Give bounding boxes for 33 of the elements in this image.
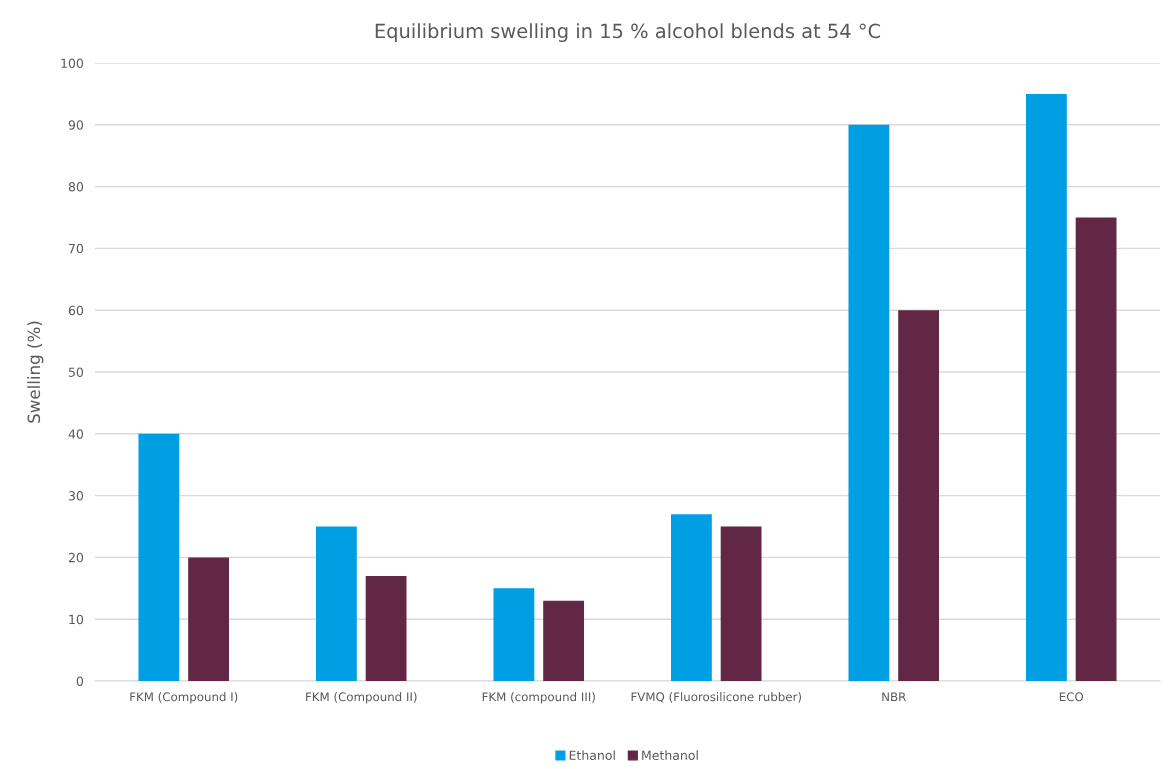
- y-tick-label: 100: [61, 58, 84, 68]
- x-tick-label: FKM (compound III): [482, 692, 595, 704]
- y-tick-label: 40: [68, 429, 84, 439]
- x-tick-label: FVMQ (Fluorosilicone rubber): [631, 692, 801, 703]
- y-tick-label: 10: [69, 614, 84, 625]
- bar: [493, 588, 535, 681]
- bar: [1075, 217, 1117, 681]
- bar: [543, 600, 585, 681]
- chart-title: Equilibrium swelling in 15 % alcohol blends at 54 °C: [375, 23, 881, 43]
- y-tick-label: 50: [68, 367, 84, 377]
- x-tick-label: FKM (Compound I): [130, 692, 238, 704]
- bar: [898, 310, 940, 681]
- x-tick-label: NBR: [882, 692, 906, 702]
- y-tick-label: 80: [68, 182, 84, 192]
- bar: [720, 526, 762, 681]
- y-tick-label: 0: [76, 676, 84, 686]
- y-axis-title: Swelling (%): [27, 321, 44, 423]
- y-tick-label: 20: [68, 552, 84, 563]
- bar: [1025, 93, 1067, 681]
- y-tick-label: 70: [69, 243, 84, 254]
- bar: [848, 124, 890, 681]
- x-tick-label: FKM (Compound II): [306, 692, 417, 704]
- bar: [670, 514, 712, 681]
- bar: [365, 575, 407, 681]
- y-tick-label: 60: [68, 305, 84, 316]
- bar: [138, 433, 180, 681]
- x-tick-label: ECO: [1059, 692, 1084, 702]
- bar: [315, 526, 357, 681]
- bar: [188, 557, 230, 681]
- y-tick-label: 30: [68, 491, 84, 501]
- legend-label: Ethanol: [569, 750, 615, 761]
- y-tick-label: 90: [68, 120, 84, 130]
- legend-label: Methanol: [642, 750, 698, 761]
